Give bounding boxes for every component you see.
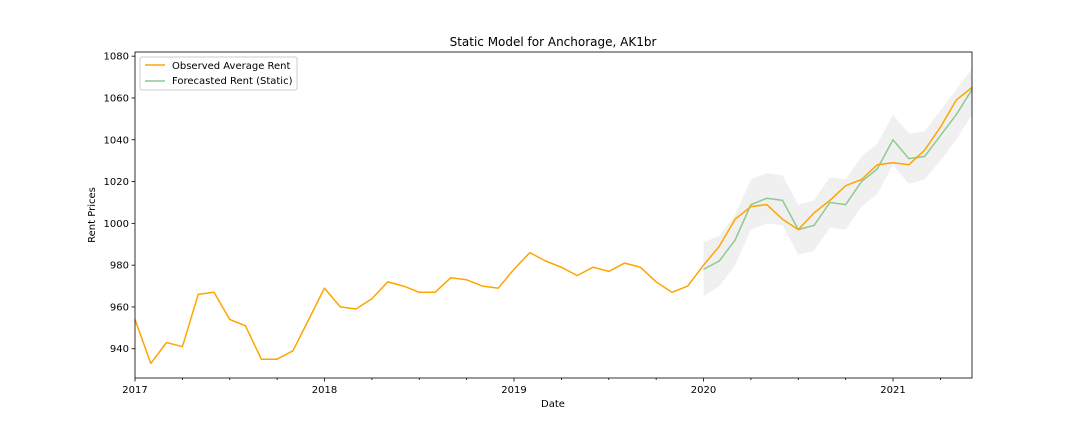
y-tick-label: 1040 [104, 135, 129, 146]
y-tick-label: 1080 [104, 52, 129, 63]
x-axis-label: Date [541, 399, 565, 410]
legend-label-observed: Observed Average Rent [172, 61, 291, 72]
y-tick-label: 940 [110, 344, 129, 355]
legend-box [139, 56, 298, 91]
x-tick-label: 2018 [312, 385, 337, 396]
forecast-confidence-band [703, 68, 972, 297]
y-axis-ticks: 940 960 980 1000 1020 1040 1060 1080 [104, 52, 135, 355]
y-tick-label: 960 [110, 302, 129, 313]
y-tick-label: 1060 [104, 93, 129, 104]
x-tick-label: 2019 [501, 385, 526, 396]
series-line-forecast [703, 89, 973, 270]
confidence-band-layer [703, 68, 972, 297]
x-tick-label: 2017 [122, 385, 147, 396]
x-axis-ticks: 2017 2018 2019 2020 2021 [122, 378, 941, 396]
series-line-observed [134, 86, 973, 365]
y-tick-label: 1000 [104, 219, 129, 230]
plot-area-frame [134, 51, 973, 379]
y-tick-label: 980 [110, 261, 129, 272]
y-axis-label: Rent Prices [87, 187, 98, 243]
x-tick-label: 2021 [880, 385, 905, 396]
x-tick-label: 2020 [691, 385, 716, 396]
y-tick-label: 1020 [104, 177, 129, 188]
series-line-layer [134, 86, 973, 365]
chart-title: Static Model for Anchorage, AK1br [450, 35, 657, 49]
legend-label-forecast: Forecasted Rent (Static) [172, 76, 293, 87]
legend: Observed Average Rent Forecasted Rent (S… [139, 56, 298, 91]
